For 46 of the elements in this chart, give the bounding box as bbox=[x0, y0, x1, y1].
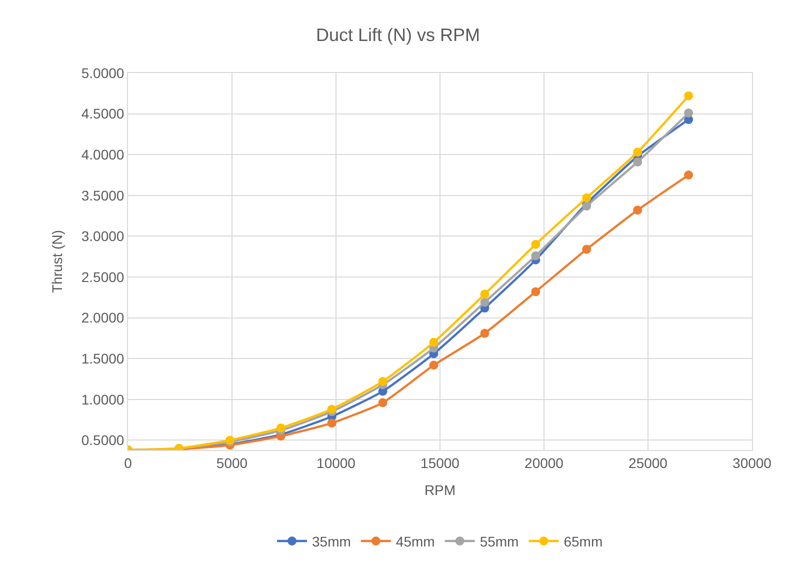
point bbox=[480, 328, 490, 338]
x-axis-title: RPM bbox=[424, 482, 456, 498]
point bbox=[633, 157, 642, 166]
chart-title: Duct Lift (N) vs RPM bbox=[316, 25, 480, 46]
point bbox=[684, 91, 694, 100]
legend-label: 65mm bbox=[564, 533, 603, 550]
x-tick-label: 15000 bbox=[420, 454, 460, 471]
point bbox=[531, 251, 540, 260]
point bbox=[684, 170, 694, 180]
legend-label: 45mm bbox=[396, 533, 435, 550]
x-tick-label: 20000 bbox=[524, 454, 564, 471]
y-tick-label: 5.0000 bbox=[81, 64, 124, 81]
x-tick-label: 0 bbox=[124, 454, 132, 471]
point bbox=[582, 244, 592, 254]
point bbox=[531, 240, 540, 249]
point bbox=[684, 108, 694, 118]
point bbox=[582, 202, 592, 211]
point bbox=[480, 298, 490, 307]
point bbox=[429, 360, 438, 370]
x-tick-label: 30000 bbox=[732, 454, 772, 471]
y-axis-title: Thrust (N) bbox=[48, 230, 65, 293]
y-tick-label: 4.5000 bbox=[81, 106, 124, 122]
y-tick-label: 3.0000 bbox=[81, 228, 124, 244]
y-tick-label: 3.5000 bbox=[81, 187, 124, 204]
y-tick-label: 4.0000 bbox=[81, 146, 124, 162]
point bbox=[633, 206, 642, 215]
x-tick-label: 5000 bbox=[216, 454, 248, 471]
point bbox=[429, 338, 438, 347]
point bbox=[582, 193, 592, 202]
legend-label: 35mm bbox=[312, 533, 351, 550]
y-tick-label: 1.0000 bbox=[81, 391, 124, 408]
y-tick-label: 0.5000 bbox=[81, 432, 124, 448]
point bbox=[531, 287, 540, 296]
point bbox=[378, 376, 388, 386]
point bbox=[633, 148, 642, 157]
legend-label: 55mm bbox=[480, 533, 519, 550]
point bbox=[327, 418, 336, 428]
y-tick-label: 1.5000 bbox=[81, 350, 124, 367]
point bbox=[276, 423, 286, 432]
point bbox=[327, 404, 336, 414]
point bbox=[378, 398, 388, 408]
x-tick-label: 25000 bbox=[628, 454, 668, 471]
y-tick-label: 2.0000 bbox=[81, 310, 124, 326]
y-tick-label: 2.5000 bbox=[81, 268, 124, 285]
point bbox=[480, 290, 490, 299]
x-tick-label: 10000 bbox=[316, 454, 356, 471]
